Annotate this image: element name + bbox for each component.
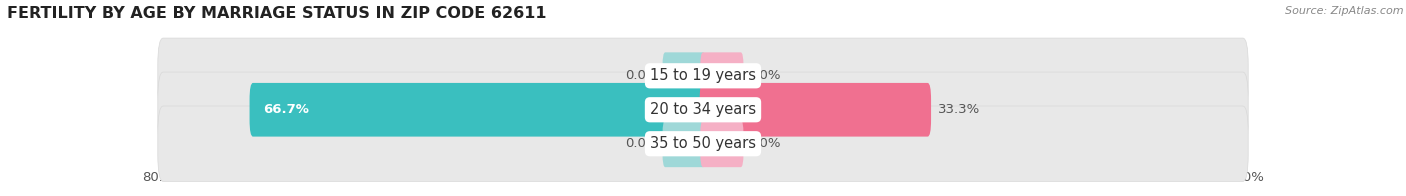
FancyBboxPatch shape [250, 83, 706, 137]
Text: FERTILITY BY AGE BY MARRIAGE STATUS IN ZIP CODE 62611: FERTILITY BY AGE BY MARRIAGE STATUS IN Z… [7, 6, 547, 21]
Text: 66.7%: 66.7% [263, 103, 309, 116]
FancyBboxPatch shape [157, 72, 1249, 147]
Text: 0.0%: 0.0% [624, 137, 658, 150]
Text: 15 to 19 years: 15 to 19 years [650, 68, 756, 83]
FancyBboxPatch shape [662, 120, 706, 167]
Text: 0.0%: 0.0% [624, 69, 658, 82]
Text: Source: ZipAtlas.com: Source: ZipAtlas.com [1285, 6, 1403, 16]
Text: 33.3%: 33.3% [938, 103, 980, 116]
FancyBboxPatch shape [700, 120, 744, 167]
Text: 20 to 34 years: 20 to 34 years [650, 102, 756, 117]
FancyBboxPatch shape [157, 106, 1249, 181]
FancyBboxPatch shape [700, 52, 744, 99]
Text: 35 to 50 years: 35 to 50 years [650, 136, 756, 151]
FancyBboxPatch shape [700, 83, 931, 137]
FancyBboxPatch shape [157, 38, 1249, 113]
Text: 0.0%: 0.0% [748, 137, 782, 150]
FancyBboxPatch shape [662, 52, 706, 99]
Text: 0.0%: 0.0% [748, 69, 782, 82]
